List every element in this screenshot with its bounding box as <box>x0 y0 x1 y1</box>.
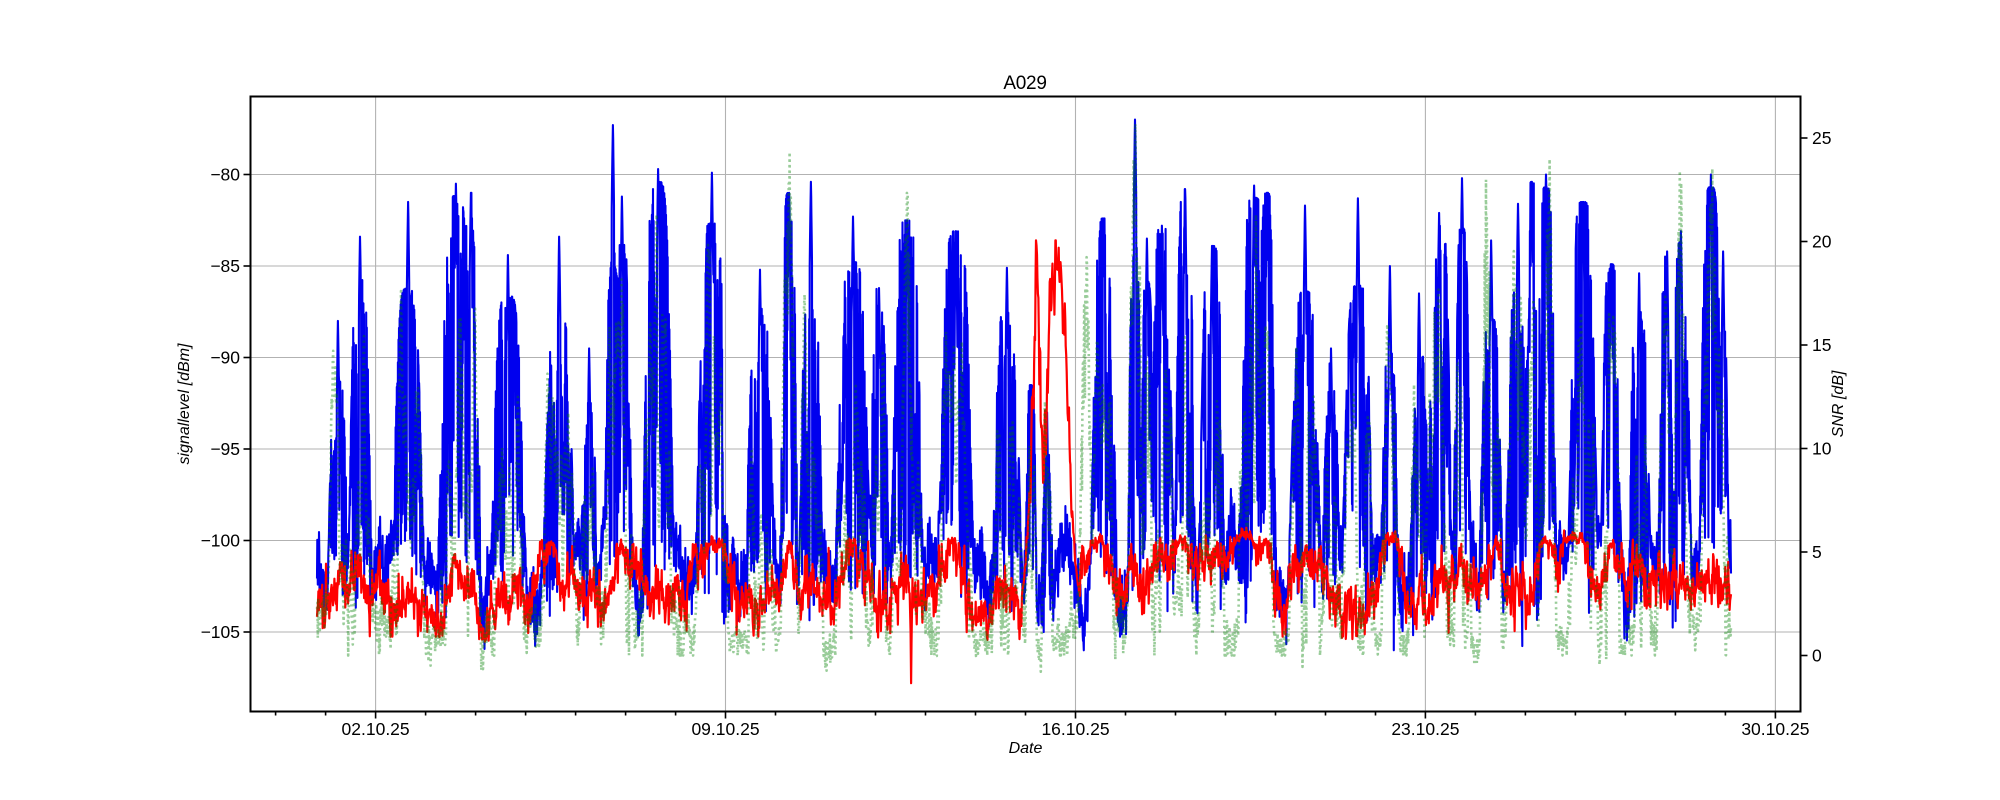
svg-text:25: 25 <box>1812 128 1831 148</box>
svg-text:0: 0 <box>1812 646 1822 666</box>
svg-text:16.10.25: 16.10.25 <box>1041 719 1109 739</box>
svg-text:09.10.25: 09.10.25 <box>691 719 759 739</box>
svg-text:5: 5 <box>1812 542 1822 562</box>
svg-text:20: 20 <box>1812 232 1832 252</box>
svg-text:Date: Date <box>1009 740 1043 757</box>
svg-text:−80: −80 <box>210 165 240 185</box>
svg-text:−95: −95 <box>210 439 240 459</box>
svg-text:−105: −105 <box>201 622 240 642</box>
svg-text:23.10.25: 23.10.25 <box>1391 719 1459 739</box>
svg-text:−90: −90 <box>210 348 240 368</box>
svg-text:15: 15 <box>1812 335 1831 355</box>
svg-text:10: 10 <box>1812 439 1832 459</box>
svg-text:SNR [dB]: SNR [dB] <box>1830 370 1847 437</box>
svg-text:30.10.25: 30.10.25 <box>1741 719 1809 739</box>
svg-text:−85: −85 <box>210 256 240 276</box>
svg-text:02.10.25: 02.10.25 <box>342 719 410 739</box>
svg-text:signallevel [dBm]: signallevel [dBm] <box>176 343 193 465</box>
svg-text:−100: −100 <box>201 531 241 551</box>
svg-text:A029: A029 <box>1003 73 1046 94</box>
